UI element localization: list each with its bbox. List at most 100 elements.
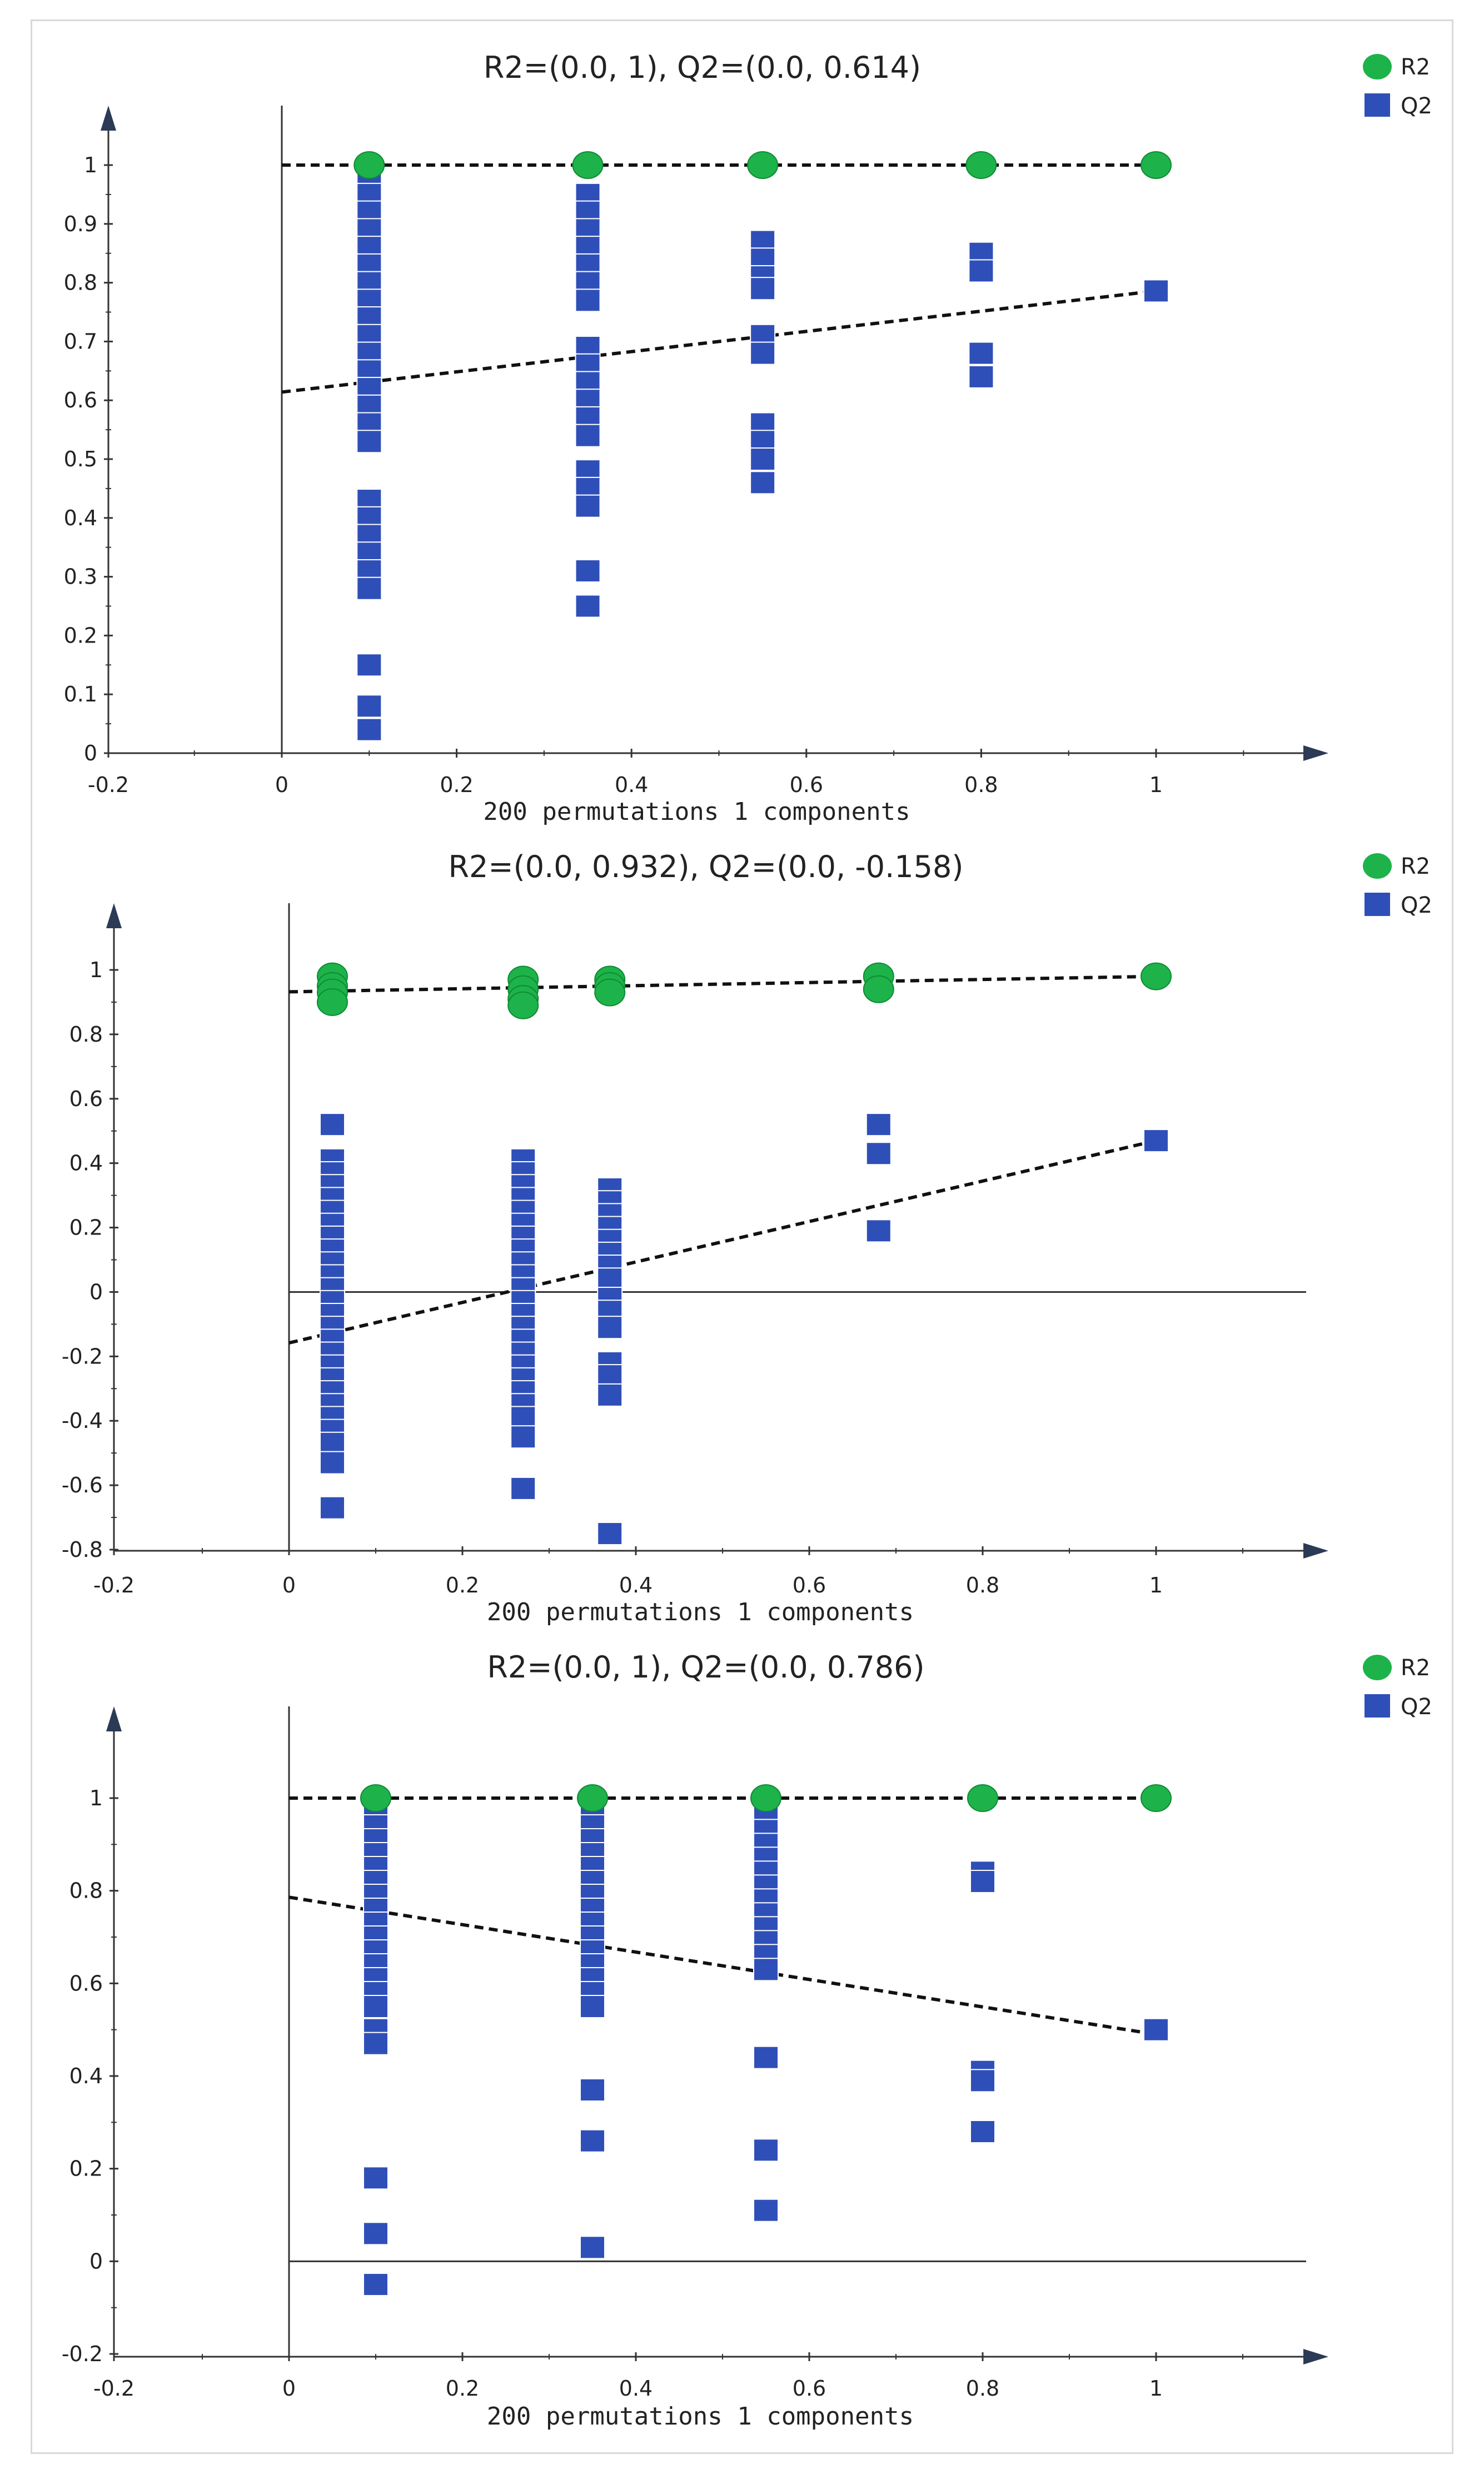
q2-point <box>575 424 601 447</box>
legend-q2-marker <box>1365 93 1390 117</box>
y-tick-label: 1 <box>84 153 97 177</box>
q2-point <box>510 1425 536 1449</box>
x-tick-label: 0.8 <box>964 773 998 797</box>
x-tick-label: 0.4 <box>619 1573 653 1597</box>
q2-point <box>320 1496 345 1520</box>
q2-point <box>575 288 601 312</box>
x-tick-label: 0.6 <box>790 773 823 797</box>
r2-point <box>1141 1784 1172 1812</box>
legend-r2-label: R2 <box>1401 1655 1430 1681</box>
chart-panel-1: R2=(0.0, 1), Q2=(0.0, 0.614) 0 0.1 0.2 0.3 0.… <box>64 50 1432 826</box>
x-tick-label: 1 <box>1149 2376 1163 2401</box>
legend-q2-label: Q2 <box>1401 1694 1432 1720</box>
q2-point <box>363 2032 389 2055</box>
q2-point <box>363 1995 389 2018</box>
x-tick-label: 0.4 <box>619 2376 653 2401</box>
y-tick-label: 0.3 <box>64 565 97 589</box>
q2-point <box>750 341 776 365</box>
x-tick-label: 0.4 <box>615 773 648 797</box>
x-tick-label: 0 <box>282 2376 296 2401</box>
q2-point <box>356 694 382 718</box>
x-tick-label: -0.2 <box>88 773 129 797</box>
chart-panel-3: R2=(0.0, 1), Q2=(0.0, 0.786) -0.2 0 0.2 0.4 0… <box>62 1650 1432 2431</box>
x-tick-label: -0.2 <box>93 1573 135 1597</box>
y-tick-label: 0.8 <box>69 1879 103 1903</box>
x-tick-label: 1 <box>1149 1573 1163 1597</box>
q2-point <box>580 2078 605 2102</box>
q2-point <box>753 1958 779 1982</box>
r2-point <box>507 991 539 1019</box>
y-tick-label: -0.2 <box>62 2342 103 2366</box>
chart-panel-2: R2=(0.0, 0.932), Q2=(0.0, -0.158) -0.8 -0.… <box>62 849 1432 1626</box>
x-axis-arrow <box>1303 745 1328 761</box>
q2-point <box>865 1142 892 1166</box>
y-tick-label: -0.6 <box>62 1473 103 1497</box>
legend: R2 Q2 <box>1363 853 1432 918</box>
q2-point <box>580 2129 605 2153</box>
x-tick-label: 0 <box>282 1573 296 1597</box>
y-tick-label: 0 <box>89 2249 103 2273</box>
legend-q2-label: Q2 <box>1401 93 1432 119</box>
x-tick-label: 0.8 <box>966 1573 999 1597</box>
y-tick-label: 0 <box>84 741 97 765</box>
y-tick-label: 0.2 <box>64 623 97 648</box>
q2-point <box>1143 1129 1169 1153</box>
r2-point <box>965 151 997 179</box>
chart-title: R2=(0.0, 1), Q2=(0.0, 0.786) <box>487 1650 924 1685</box>
q2-point <box>356 718 382 741</box>
q2-point <box>363 2166 389 2190</box>
r2-point <box>747 151 779 179</box>
q2-point <box>363 2273 389 2296</box>
x-tick-label: 0 <box>275 773 288 797</box>
x-tick-label: 0.2 <box>446 2376 479 2401</box>
r2-point <box>317 988 348 1016</box>
q2-regression-line <box>288 1139 1157 1345</box>
q2-point <box>575 594 601 618</box>
y-tick-label: -0.4 <box>62 1408 103 1433</box>
q2-point <box>970 1870 995 1893</box>
legend-r2-label: R2 <box>1401 54 1430 80</box>
y-tick-label: 0.9 <box>64 212 97 236</box>
r2-point <box>863 975 894 1003</box>
legend-r2-marker <box>1363 853 1392 879</box>
q2-point <box>356 576 382 600</box>
y-tick-label: 0.5 <box>64 447 97 471</box>
y-axis-arrow <box>106 1706 122 1731</box>
y-tick-label: 1 <box>89 958 103 982</box>
y-tick-label: 1 <box>89 1786 103 1810</box>
q2-point <box>750 277 776 301</box>
y-tick-label: 0.1 <box>64 682 97 706</box>
r2-point <box>750 1784 781 1812</box>
y-tick-label: 0.4 <box>64 506 97 530</box>
y-tick-label: 0.8 <box>69 1022 103 1047</box>
q2-point <box>968 365 994 389</box>
y-tick-label: -0.8 <box>62 1537 103 1562</box>
q2-point <box>865 1219 892 1243</box>
r2-point <box>967 1784 998 1812</box>
q2-point <box>580 1995 605 2018</box>
chart-title: R2=(0.0, 0.932), Q2=(0.0, -0.158) <box>449 849 964 884</box>
q2-point <box>320 1451 345 1475</box>
y-axis-arrow <box>106 903 122 928</box>
y-tick-label: -0.2 <box>62 1344 103 1368</box>
y-tick-label: 0.6 <box>69 1087 103 1111</box>
r2-point <box>572 151 604 179</box>
legend-r2-marker <box>1363 1655 1392 1680</box>
q2-point <box>597 1522 623 1546</box>
r2-point <box>1141 151 1172 179</box>
q2-point <box>597 1316 623 1340</box>
x-axis-arrow <box>1303 2349 1328 2365</box>
q2-point <box>968 341 994 365</box>
q2-point <box>970 2069 995 2093</box>
x-tick-label: 0.8 <box>966 2376 999 2401</box>
y-axis-arrow <box>101 106 116 131</box>
q2-point <box>580 2236 605 2259</box>
q2-point <box>597 1267 623 1291</box>
legend-q2-marker <box>1365 893 1390 916</box>
q2-point <box>753 2138 779 2162</box>
r2-point <box>594 978 626 1007</box>
y-tick-label: 0.2 <box>69 1216 103 1240</box>
q2-point <box>753 2045 779 2069</box>
y-tick-label: 0.6 <box>64 388 97 412</box>
